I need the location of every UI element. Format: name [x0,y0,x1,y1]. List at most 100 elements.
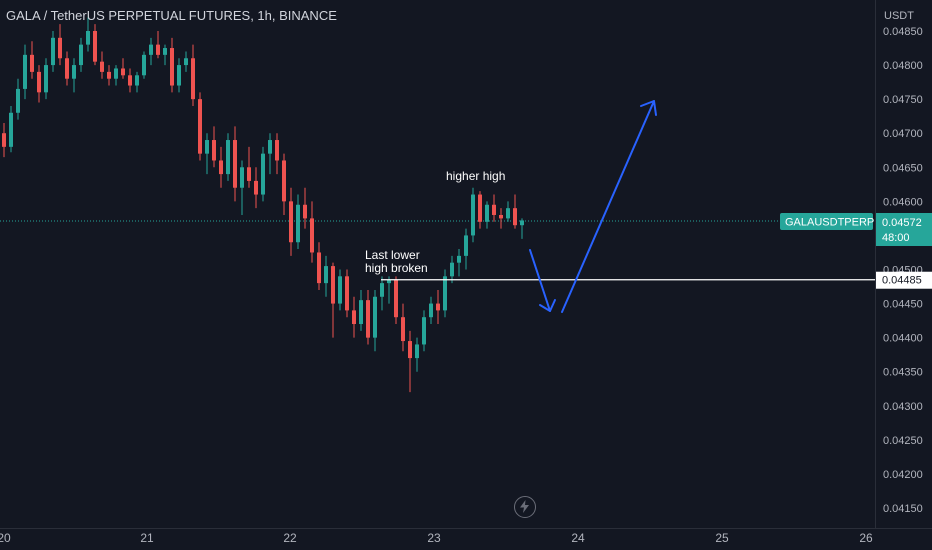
candle-body [506,208,510,219]
y-tick-label: 0.04650 [883,162,923,174]
tradingview-logo[interactable] [514,496,536,518]
candle [191,44,195,106]
level-price-label: 0.04485 [876,271,932,289]
candle-body [100,61,104,72]
candle-body [128,75,132,86]
candle [44,58,48,100]
candle [247,146,251,188]
candle [93,24,97,66]
y-tick-label: 0.04300 [883,401,923,413]
candle [233,126,237,202]
annotation-higher-high[interactable]: higher high [446,170,505,183]
candle-body [58,37,62,59]
candle-body [513,208,517,226]
candle [436,289,440,325]
candle [226,133,230,181]
candle-body [520,220,524,226]
candle [16,78,20,120]
candle-body [464,235,468,256]
candle-body [310,218,314,253]
annotation-last-lower-high[interactable]: Last lower high broken [365,249,428,275]
y-tick-label: 0.04350 [883,367,923,379]
candle [485,201,489,229]
candle [415,337,419,372]
symbol-label-box [780,213,873,230]
candle [177,58,181,93]
candle-body [72,65,76,79]
candle-body [422,317,426,345]
y-tick-label: 0.04200 [883,469,923,481]
candle [492,194,496,222]
candle-body [44,65,48,93]
candle-body [324,266,328,284]
candle-body [415,344,419,359]
candle [282,153,286,215]
candle-body [219,160,223,175]
candle-body [289,201,293,243]
candle [380,276,384,311]
candle [422,310,426,352]
candle [240,160,244,215]
candle-body [177,65,181,86]
candle-body [254,180,258,195]
candle-body [51,37,55,66]
price-axis-title: USDT [884,10,914,22]
candle [30,41,34,79]
candle [338,269,342,311]
up-arrow-head [640,100,657,116]
candle [163,44,167,66]
candle-body [261,153,265,195]
candle [135,71,139,93]
candle-body [317,252,321,284]
level-label: 0.04485 [882,275,922,287]
candle-body [380,283,384,297]
candle-body [373,296,377,338]
candle-body [401,317,405,342]
price-axis[interactable]: 0.04850 0.04800 0.04750 0.04700 0.04650 0.046… [875,0,923,528]
candle-body [142,54,146,76]
candle-body [156,44,160,55]
level-label-box [876,271,932,289]
candle [9,105,13,153]
candle [359,289,363,331]
y-tick-label: 0.04850 [883,26,923,38]
x-tick-label: 24 [571,531,585,545]
candle-body [226,140,230,175]
annotation-text: higher high [446,169,506,183]
candle-countdown: 48:00 [882,232,910,244]
candle-body [163,48,167,55]
candle [58,24,62,66]
candle-body [303,204,307,219]
candle [100,51,104,79]
candle [366,289,370,345]
x-tick-label: 20 [0,531,11,545]
candle [387,276,391,304]
candle [520,218,524,239]
candle [478,191,482,229]
candle-body [450,262,454,277]
candle [121,58,125,79]
candle [303,187,307,229]
candle-body [296,204,300,243]
candle-body [352,310,356,325]
y-tick-label: 0.04450 [883,299,923,311]
candle [142,51,146,79]
time-axis[interactable]: 20 21 22 23 24 25 26 [0,528,932,546]
candle-body [170,48,174,86]
candle-body [240,167,244,188]
candle [212,126,216,168]
candle-body [282,160,286,202]
candle [23,44,27,100]
candle-body [65,58,69,79]
candle-body [394,279,398,318]
candle-body [268,140,272,154]
candle [352,296,356,338]
candle [198,92,202,161]
candle-body [30,54,34,72]
candle-body [135,75,139,86]
candle-body [366,300,370,338]
last-price: 0.04572 [882,217,922,229]
projection-arrow[interactable] [529,100,657,313]
candle [37,65,41,103]
